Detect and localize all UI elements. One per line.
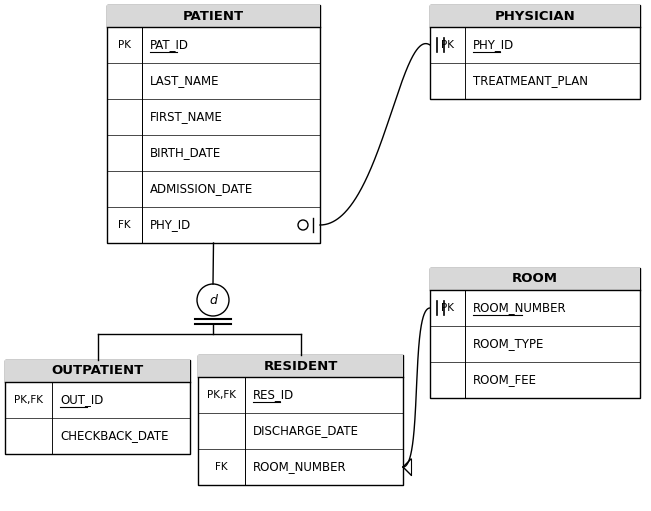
Text: OUTPATIENT: OUTPATIENT (51, 364, 144, 378)
Bar (5, 360, 190, 382)
Text: FIRST_NAME: FIRST_NAME (150, 110, 223, 124)
Text: RES_ID: RES_ID (253, 388, 294, 402)
Text: PATIENT: PATIENT (183, 10, 244, 22)
Bar (107, 5, 320, 243)
Text: TREATMEANT_PLAN: TREATMEANT_PLAN (473, 75, 588, 87)
Text: RESIDENT: RESIDENT (263, 360, 338, 373)
Text: PK,FK: PK,FK (207, 390, 236, 400)
Bar (430, 268, 640, 290)
Text: PK: PK (118, 40, 131, 50)
Bar (107, 5, 320, 27)
Text: PAT_ID: PAT_ID (150, 38, 189, 52)
Text: OUT_ID: OUT_ID (60, 393, 104, 406)
Text: ROOM_NUMBER: ROOM_NUMBER (253, 460, 346, 474)
Text: d: d (209, 293, 217, 307)
Text: PK: PK (441, 303, 454, 313)
Text: FK: FK (118, 220, 131, 230)
Text: ADMISSION_DATE: ADMISSION_DATE (150, 182, 253, 196)
Text: LAST_NAME: LAST_NAME (150, 75, 219, 87)
Text: ROOM_TYPE: ROOM_TYPE (473, 337, 544, 351)
Text: ROOM_NUMBER: ROOM_NUMBER (473, 301, 566, 314)
Bar (5, 360, 190, 454)
Bar (430, 268, 640, 398)
Text: ROOM_FEE: ROOM_FEE (473, 374, 537, 386)
Text: PHYSICIAN: PHYSICIAN (495, 10, 575, 22)
Bar (430, 5, 640, 99)
Text: PK,FK: PK,FK (14, 395, 43, 405)
Text: PK: PK (441, 40, 454, 50)
Text: ROOM: ROOM (512, 272, 558, 286)
Text: DISCHARGE_DATE: DISCHARGE_DATE (253, 425, 359, 437)
Bar (198, 355, 403, 377)
Bar (198, 355, 403, 485)
Text: CHECKBACK_DATE: CHECKBACK_DATE (60, 430, 169, 443)
Text: PHY_ID: PHY_ID (150, 219, 191, 231)
Text: BIRTH_DATE: BIRTH_DATE (150, 147, 221, 159)
Text: FK: FK (215, 462, 228, 472)
Text: PHY_ID: PHY_ID (473, 38, 514, 52)
Bar (430, 5, 640, 27)
